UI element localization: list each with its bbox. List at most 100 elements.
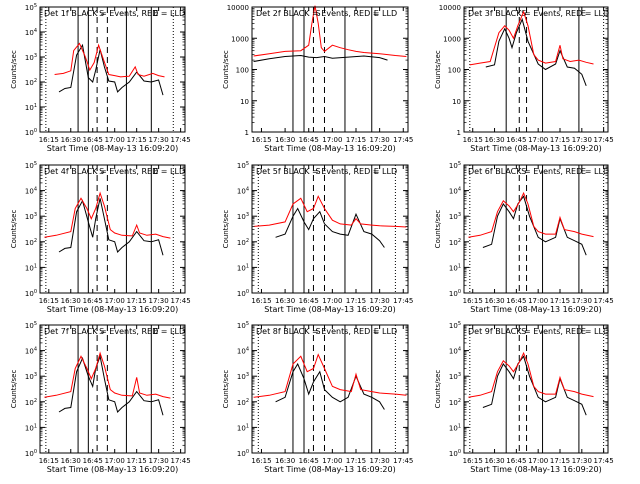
x-tick-label: 17:00 <box>322 136 342 144</box>
y-tick-label: 100 <box>237 289 249 298</box>
y-tick-label: 10 <box>452 98 461 106</box>
y-tick-label: 10000 <box>227 4 249 12</box>
x-tick-label: 17:30 <box>370 297 390 305</box>
y-tick-label: 104 <box>449 187 461 196</box>
series-line-red <box>253 195 407 228</box>
plot-frame <box>463 324 609 454</box>
x-tick-label: 17:45 <box>171 297 191 305</box>
y-axis-label: Counts/sec <box>10 210 18 249</box>
y-tick-label: 105 <box>25 3 37 12</box>
y-tick-label: 102 <box>25 78 37 87</box>
x-tick-label: 17:00 <box>322 297 342 305</box>
x-axis-label: Start Time (08-May-13 16:09:20) <box>470 465 601 474</box>
marker-end-label: E <box>581 9 586 18</box>
x-tick-label: 17:30 <box>370 457 390 465</box>
x-axis-label: Start Time (08-May-13 16:09:20) <box>47 144 178 153</box>
y-tick-label: 102 <box>449 398 461 407</box>
panel-title: Det 5f BLACK = Events, RED = LLD <box>256 167 397 176</box>
y-tick-label: 100 <box>237 449 249 458</box>
marker-end-label: E <box>374 167 379 176</box>
panel-title: Det 7f BLACK = Events, RED = LLD <box>44 327 185 336</box>
y-axis-label: Counts/sec <box>222 210 230 249</box>
series-line-red <box>54 42 165 78</box>
x-tick-label: 16:30 <box>275 297 295 305</box>
marker-end-label: E <box>581 167 586 176</box>
y-tick-label: 10000 <box>439 4 461 12</box>
plot-frame <box>251 6 409 133</box>
y-tick-label: 105 <box>237 321 249 330</box>
x-tick-label: 16:30 <box>275 457 295 465</box>
x-tick-label: 16:15 <box>39 457 59 465</box>
series-line-black <box>58 354 164 416</box>
panel-title: Det 6f BLACK = Events, RED = LLD <box>468 167 609 176</box>
x-tick-label: 17:15 <box>550 297 570 305</box>
x-axis-label: Start Time (08-May-13 16:09:20) <box>470 305 601 314</box>
marker-end-label: E <box>581 327 586 336</box>
y-tick-label: 104 <box>449 347 461 356</box>
marker-end-label: E <box>374 9 379 18</box>
x-tick-label: 17:00 <box>105 136 125 144</box>
series-line-red <box>44 351 171 399</box>
series-line-black <box>58 198 164 256</box>
x-tick-label: 16:15 <box>251 136 271 144</box>
plot-frame <box>39 164 186 294</box>
x-tick-label: 17:15 <box>550 136 570 144</box>
y-tick-label: 104 <box>237 347 249 356</box>
y-tick-label: 102 <box>25 238 37 247</box>
y-tick-label: 101 <box>25 423 37 432</box>
series-line-black <box>482 195 587 256</box>
y-tick-label: 1000 <box>231 35 249 43</box>
marker-start-label: S <box>521 327 526 336</box>
y-tick-label: 103 <box>25 372 37 381</box>
y-tick-label: 100 <box>449 449 461 458</box>
y-tick-label: 101 <box>237 263 249 272</box>
x-axis-label: Start Time (08-May-13 16:09:20) <box>264 144 395 153</box>
y-tick-label: 1 <box>245 129 249 137</box>
x-tick-label: 17:30 <box>149 136 169 144</box>
x-tick-label: 17:30 <box>572 136 592 144</box>
x-tick-label: 16:15 <box>463 457 483 465</box>
marker-end-label: E <box>374 327 379 336</box>
x-tick-label: 17:00 <box>105 297 125 305</box>
y-tick-label: 1 <box>457 129 461 137</box>
x-tick-label: 17:45 <box>393 457 413 465</box>
panel-title: Det 2f BLACK = Events, RED = LLD <box>256 9 397 18</box>
y-tick-label: 103 <box>449 212 461 221</box>
x-tick-label: 16:30 <box>275 136 295 144</box>
x-tick-label: 16:45 <box>506 297 526 305</box>
x-tick-label: 16:30 <box>484 136 504 144</box>
x-tick-label: 17:00 <box>105 457 125 465</box>
y-tick-label: 102 <box>237 238 249 247</box>
marker-start-label: S <box>99 167 104 176</box>
x-tick-label: 17:45 <box>594 136 614 144</box>
series-line-black <box>275 207 385 248</box>
y-tick-label: 103 <box>25 53 37 62</box>
x-tick-label: 17:15 <box>550 457 570 465</box>
y-tick-label: 10 <box>240 98 249 106</box>
x-tick-label: 16:30 <box>484 457 504 465</box>
y-tick-label: 103 <box>25 212 37 221</box>
x-tick-label: 16:30 <box>61 136 81 144</box>
panel-det-2f: S E 16:15 16:30 16:45 17:00 17:15 17:30 17:45 1 10… <box>222 4 413 153</box>
panel-title: Det 4f BLACK = Events, RED = LLD <box>44 167 185 176</box>
marker-end-label: E <box>153 327 158 336</box>
y-tick-label: 100 <box>449 289 461 298</box>
x-tick-label: 17:15 <box>346 457 366 465</box>
x-tick-label: 16:15 <box>39 297 59 305</box>
marker-start-label: S <box>315 167 320 176</box>
x-tick-label: 16:45 <box>299 136 319 144</box>
y-tick-label: 102 <box>237 398 249 407</box>
x-tick-label: 17:30 <box>370 136 390 144</box>
panel-title: Det 3f BLACK = Events, RED = LLD <box>468 9 609 18</box>
panel-det-3f: S E16:15 16:30 16:45 17:00 17:15 17:30 17:45110… <box>434 4 614 153</box>
x-tick-label: 17:00 <box>528 136 548 144</box>
x-tick-label: 16:45 <box>299 297 319 305</box>
marker-end-label: E <box>153 167 158 176</box>
x-tick-label: 17:30 <box>149 297 169 305</box>
y-axis-label: Counts/sec <box>222 50 230 89</box>
y-tick-label: 100 <box>25 128 37 137</box>
plot-frame <box>251 164 409 294</box>
x-tick-label: 16:30 <box>484 297 504 305</box>
